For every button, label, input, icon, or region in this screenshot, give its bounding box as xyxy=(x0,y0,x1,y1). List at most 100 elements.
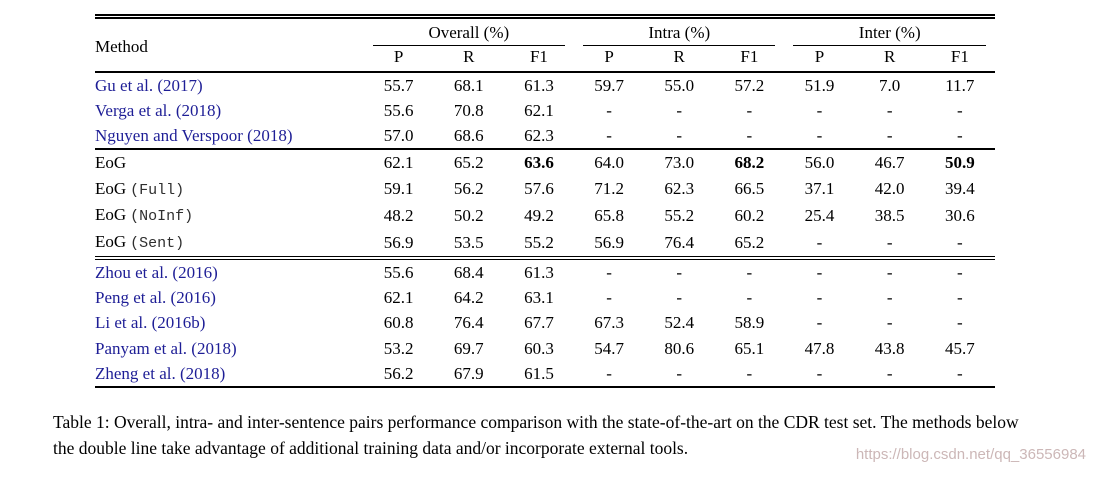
method-label: EoG (Sent) xyxy=(95,232,185,252)
cell-value: 25.4 xyxy=(804,206,835,225)
cell-value: - xyxy=(886,288,893,307)
cell-value: 37.1 xyxy=(804,179,835,199)
citation-link[interactable]: Nguyen and Verspoor (2018) xyxy=(95,126,293,145)
table-row: Zheng et al. (2018) 56.2 67.9 61.5 - - -… xyxy=(95,361,995,387)
table-row: EoG 62.1 65.2 63.6 64.0 73.0 68.2 56.0 4… xyxy=(95,148,995,176)
citation-link[interactable]: Zhou et al. (2016) xyxy=(95,255,364,285)
subcol-overall-p: P xyxy=(363,46,434,73)
citation-link[interactable]: Peng et al. (2016) xyxy=(95,288,216,307)
cell-value: 76.4 xyxy=(453,313,484,333)
cell-value: 56.9 xyxy=(594,232,624,252)
cell-value: 57.2 xyxy=(734,75,765,95)
column-header-method: Method xyxy=(95,16,364,73)
cell-value: 52.4 xyxy=(664,313,695,333)
cell-value: 53.5 xyxy=(453,232,484,252)
header-subcol-row: P R F1 P R F1 P R F1 xyxy=(95,46,995,73)
table-row: Nguyen and Verspoor (2018) 57.0 68.6 62.… xyxy=(95,123,995,149)
table-row: EoG (Sent) 56.9 53.5 55.2 56.9 76.4 65.2 … xyxy=(95,229,995,258)
cell-value: 62.3 xyxy=(664,179,695,199)
cell-value: - xyxy=(886,126,893,145)
cell-value: - xyxy=(816,232,823,252)
cell-value: 68.4 xyxy=(433,255,504,285)
citation-link[interactable]: Verga et al. (2018) xyxy=(95,100,222,120)
cell-value: 42.0 xyxy=(874,179,905,199)
cell-value: 45.7 xyxy=(944,338,975,358)
cell-value: 38.5 xyxy=(874,206,905,225)
cell-value: 56.9 xyxy=(383,232,414,252)
method-label: EoG (NoInf) xyxy=(95,205,194,226)
cell-value: 67.9 xyxy=(453,363,484,383)
table-row: Panyam et al. (2018) 53.2 69.7 60.3 54.7… xyxy=(95,336,995,361)
cell-value: 65.2 xyxy=(433,148,504,176)
subcol-inter-p: P xyxy=(784,46,855,73)
cell-value: 11.7 xyxy=(945,75,975,95)
results-table: Method Overall (%) Intra (%) Inter (%) P… xyxy=(95,14,995,388)
cell-value: 69.7 xyxy=(453,338,484,358)
table-row: EoG (Full) 59.1 56.2 57.6 71.2 62.3 66.5 … xyxy=(95,176,995,203)
cell-value: 55.6 xyxy=(383,100,414,120)
cell-value: - xyxy=(676,363,683,383)
cell-value-best: 50.9 xyxy=(924,148,995,176)
header-group-row: Method Overall (%) Intra (%) Inter (%) xyxy=(95,16,995,73)
cell-value: - xyxy=(854,255,925,285)
cell-value: 59.7 xyxy=(594,75,624,95)
table-row: EoG (NoInf) 48.2 50.2 49.2 65.8 55.2 60.2… xyxy=(95,202,995,229)
cell-value: 47.8 xyxy=(804,338,835,358)
table-row: Gu et al. (2017) 55.7 68.1 61.3 59.7 55.… xyxy=(95,72,995,98)
cell-value: - xyxy=(746,126,753,145)
subcol-overall-r: R xyxy=(433,46,504,73)
subcol-intra-p: P xyxy=(574,46,645,73)
citation-link[interactable]: Zheng et al. (2018) xyxy=(95,363,226,383)
column-group-intra: Intra (%) xyxy=(574,17,784,47)
cell-value-best: 68.2 xyxy=(714,148,785,176)
cell-value: - xyxy=(886,363,893,383)
citation-link[interactable]: Panyam et al. (2018) xyxy=(95,338,237,358)
cell-value: - xyxy=(957,288,963,307)
column-group-overall: Overall (%) xyxy=(364,17,574,47)
cell-value: 71.2 xyxy=(594,179,624,199)
cell-value: 65.8 xyxy=(594,206,624,225)
subcol-inter-f1: F1 xyxy=(924,46,995,73)
cell-value: 62.1 xyxy=(383,288,414,307)
cell-value: 39.4 xyxy=(944,179,975,199)
citation-link[interactable]: Gu et al. (2017) xyxy=(95,75,203,95)
cell-value: - xyxy=(886,232,893,252)
cell-value: 59.1 xyxy=(383,179,414,199)
subcol-intra-r: R xyxy=(644,46,715,73)
cell-value: 54.7 xyxy=(594,338,624,358)
cell-value: - xyxy=(816,313,823,333)
cell-value: - xyxy=(746,100,753,120)
subcol-intra-f1: F1 xyxy=(714,46,785,73)
table-row: Zhou et al. (2016) 55.6 68.4 61.3 - - - … xyxy=(95,255,995,285)
cell-value: 55.7 xyxy=(383,75,414,95)
cell-value: 68.1 xyxy=(453,75,484,95)
cell-value: - xyxy=(676,126,683,145)
subcol-inter-r: R xyxy=(854,46,925,73)
cell-value: 56.2 xyxy=(383,363,414,383)
cell-value: 64.0 xyxy=(574,148,645,176)
cell-value: - xyxy=(606,126,612,145)
cell-value: - xyxy=(957,363,963,383)
cell-value: 51.9 xyxy=(804,75,835,95)
cell-value: 62.1 xyxy=(524,100,554,120)
cell-value: 53.2 xyxy=(383,338,414,358)
cell-value: - xyxy=(886,100,893,120)
cell-value: - xyxy=(957,313,963,333)
cell-value: 49.2 xyxy=(524,206,554,225)
citation-link[interactable]: Li et al. (2016b) xyxy=(95,313,206,333)
cell-value: - xyxy=(606,363,612,383)
cell-value: 58.9 xyxy=(734,313,765,333)
cell-value-best: 63.6 xyxy=(503,148,575,176)
cell-value: - xyxy=(644,255,715,285)
cell-value: 46.7 xyxy=(854,148,925,176)
cell-value: 65.1 xyxy=(734,338,765,358)
cell-value: 67.3 xyxy=(594,313,624,333)
cell-value: 76.4 xyxy=(664,232,695,252)
table-caption: Table 1: Overall, intra- and inter-sente… xyxy=(53,412,1019,459)
cell-value: - xyxy=(784,255,855,285)
cell-value: 55.2 xyxy=(524,232,554,252)
cell-value: 57.0 xyxy=(383,126,414,145)
cell-value: - xyxy=(606,288,612,307)
cell-value: 61.5 xyxy=(524,363,554,383)
cell-value: 55.0 xyxy=(664,75,695,95)
